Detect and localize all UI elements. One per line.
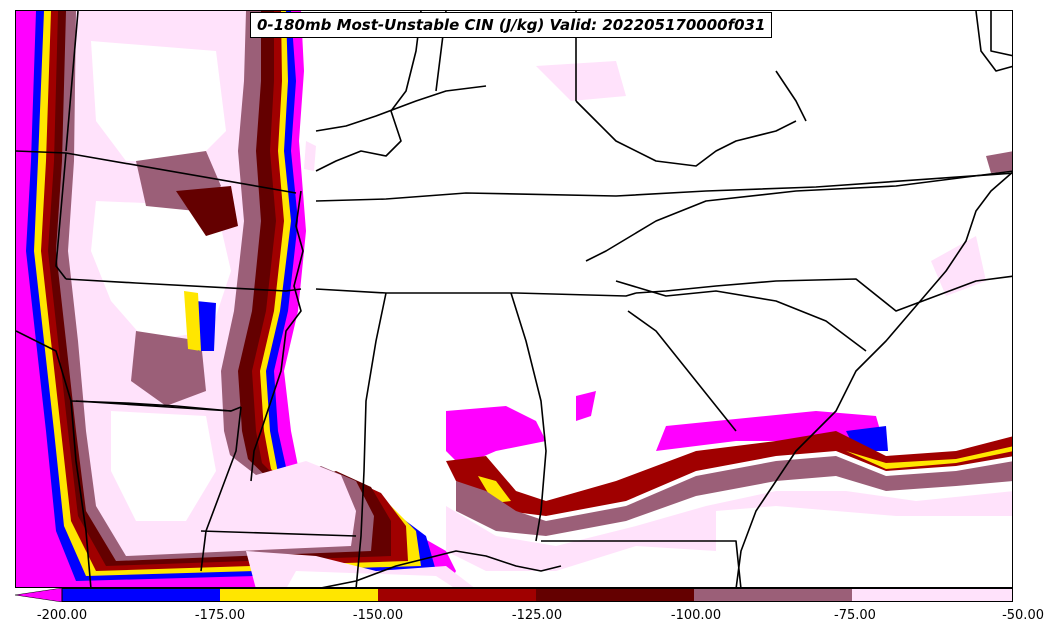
- colorbar-bin-6: [852, 588, 1013, 602]
- colorbar-tick-label: -175.00: [194, 608, 246, 623]
- colorbar-tick-label: -125.00: [511, 608, 563, 623]
- cin-region-south-mauve: [456, 456, 1012, 536]
- cin-region-west-mauve-blotch-2: [131, 331, 206, 406]
- cin-region-south-yellow-2: [846, 446, 1012, 469]
- colorbar-tick-label: -200.00: [36, 608, 88, 623]
- cin-region-south-white: [716, 506, 1012, 587]
- colorbar-bin-2: [220, 588, 378, 602]
- cin-region-south-magenta: [446, 406, 546, 466]
- cin-region-west-maroon-blotch: [176, 186, 238, 236]
- colorbar-tick-label: -50.00: [1002, 608, 1044, 623]
- colorbar-bin-1: [62, 588, 220, 602]
- cin-region-south-yellow: [478, 476, 511, 503]
- cin-region-gulf-white: [287, 571, 453, 587]
- colorbar-tick-label: -75.00: [834, 608, 876, 623]
- colorbar-extend-triangle: [15, 588, 63, 602]
- colorbar: [15, 588, 1013, 602]
- colorbar-tick-label: -150.00: [352, 608, 404, 623]
- map-panel: [15, 10, 1013, 588]
- cin-region-west-blue-blotch: [196, 301, 216, 351]
- cin-region-south-darkred: [446, 431, 1012, 516]
- colorbar-bin-4: [536, 588, 694, 602]
- cin-region-south-magenta-2: [576, 391, 596, 421]
- cin-region-north-pink-2: [304, 141, 316, 171]
- cin-region-east-pink-1: [931, 236, 986, 296]
- cin-region-west-yellow-blotch: [184, 291, 201, 351]
- colorbar-bin-5: [694, 588, 852, 602]
- map-title: 0-180mb Most-Unstable CIN (J/kg) Valid: …: [250, 12, 773, 38]
- colorbar-tick-label: -100.00: [670, 608, 722, 623]
- cin-region-north-pink-1: [536, 61, 626, 101]
- cin-region-west-white-3: [111, 411, 216, 521]
- colorbar-bin-3: [378, 588, 536, 602]
- cin-region-east-mauve-1: [986, 151, 1012, 173]
- state-borders: [16, 11, 1012, 587]
- cin-map: [16, 11, 1012, 587]
- cin-region-west-white-1: [91, 41, 226, 161]
- colorbar-border: [61, 588, 1013, 602]
